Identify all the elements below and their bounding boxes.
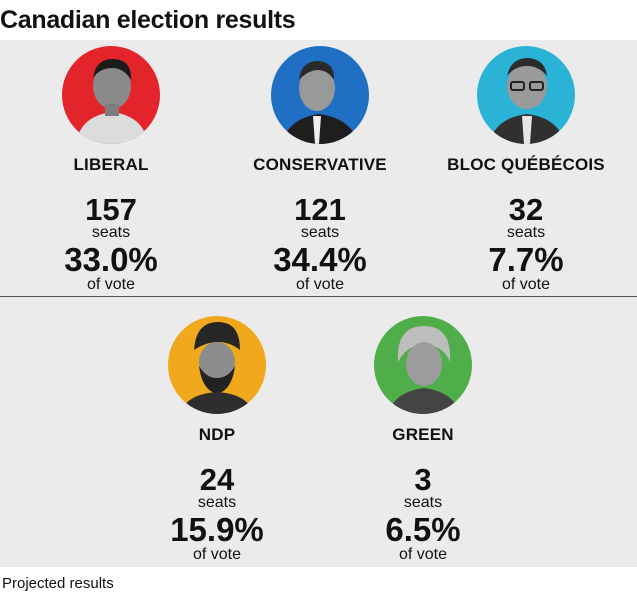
seats-count-bloc: 32	[508, 192, 544, 227]
party-card-bloc: BLOC QUÉBÉCOIS 32 seats 7.7% of vote	[426, 46, 626, 293]
party-card-ndp: NDP 24 seats 15.9% of vote	[117, 316, 317, 563]
chart-title: Canadian election results	[0, 6, 296, 34]
vote-share-conservative: 34.4%	[273, 241, 367, 278]
vote-label-ndp: of vote	[192, 546, 242, 563]
party-name-ndp: NDP	[198, 425, 236, 444]
vote-label-conservative: of vote	[295, 276, 345, 293]
leader-portrait-liberal	[62, 46, 160, 144]
party-name-conservative: CONSERVATIVE	[253, 155, 387, 174]
footnote: Projected results	[2, 575, 114, 592]
seats-count-ndp: 24	[199, 462, 235, 497]
party-name-liberal: LIBERAL	[73, 155, 149, 174]
leader-portrait-ndp	[168, 316, 266, 414]
party-card-conservative: CONSERVATIVE 121 seats 34.4% of vote	[220, 46, 420, 293]
leader-portrait-green	[374, 316, 472, 414]
seats-label-bloc: seats	[506, 224, 546, 241]
party-name-green: GREEN	[392, 425, 454, 444]
vote-label-liberal: of vote	[86, 276, 136, 293]
seats-count-green: 3	[414, 462, 432, 497]
vote-label-bloc: of vote	[501, 276, 551, 293]
leader-portrait-bloc	[477, 46, 575, 144]
party-name-bloc: BLOC QUÉBÉCOIS	[447, 155, 605, 174]
row-divider	[0, 296, 637, 297]
vote-share-bloc: 7.7%	[488, 241, 564, 278]
seats-label-ndp: seats	[197, 494, 237, 511]
seats-label-green: seats	[403, 494, 443, 511]
vote-share-liberal: 33.0%	[64, 241, 158, 278]
seats-count-conservative: 121	[294, 192, 346, 227]
vote-label-green: of vote	[398, 546, 448, 563]
seats-count-liberal: 157	[85, 192, 137, 227]
party-card-green: GREEN 3 seats 6.5% of vote	[323, 316, 523, 563]
party-card-liberal: LIBERAL 157 seats 33.0% of vote	[11, 46, 211, 293]
seats-label-liberal: seats	[91, 224, 131, 241]
leader-portrait-conservative	[271, 46, 369, 144]
vote-share-green: 6.5%	[385, 511, 461, 548]
seats-label-conservative: seats	[300, 224, 340, 241]
vote-share-ndp: 15.9%	[170, 511, 264, 548]
